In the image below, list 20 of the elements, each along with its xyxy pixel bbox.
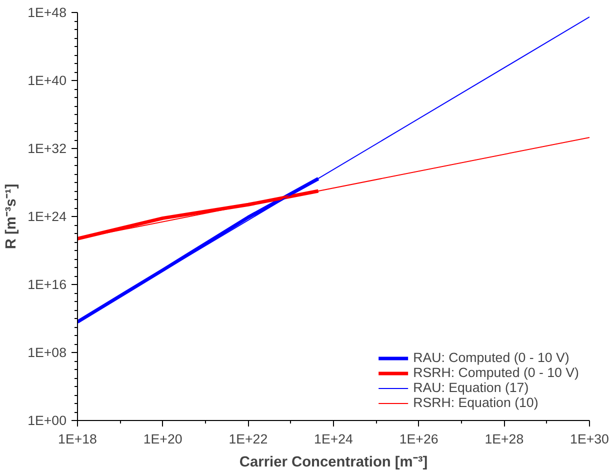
legend-label: RSRH: Equation (10) xyxy=(413,395,538,410)
x-axis-title: Carrier Concentration [m⁻³] xyxy=(239,454,428,470)
x-tick-label: 1E+22 xyxy=(228,432,268,446)
y-tick-label: 1E+16 xyxy=(28,277,67,292)
y-tick-label: 1E+48 xyxy=(28,5,67,20)
legend-label: RAU: Computed (0 - 10 V) xyxy=(413,350,570,365)
x-tick-label: 1E+26 xyxy=(399,432,438,446)
x-tick-label: 1E+18 xyxy=(58,432,97,446)
legend-label: RAU: Equation (17) xyxy=(413,380,529,395)
y-tick-label: 1E+40 xyxy=(28,73,67,88)
y-tick-label: 1E+08 xyxy=(28,345,67,360)
x-tick-label: 1E+30 xyxy=(570,432,609,446)
y-tick-label: 1E+24 xyxy=(28,209,68,224)
x-tick-label: 1E+20 xyxy=(143,432,182,446)
x-tick-label: 1E+24 xyxy=(314,432,354,446)
legend-label: RSRH: Computed (0 - 10 V) xyxy=(413,365,579,380)
y-tick-label: 1E+00 xyxy=(28,413,67,428)
y-axis-title: R [m⁻³s⁻¹] xyxy=(4,184,20,250)
x-tick-label: 1E+28 xyxy=(484,432,524,446)
y-tick-label: 1E+32 xyxy=(28,141,67,156)
